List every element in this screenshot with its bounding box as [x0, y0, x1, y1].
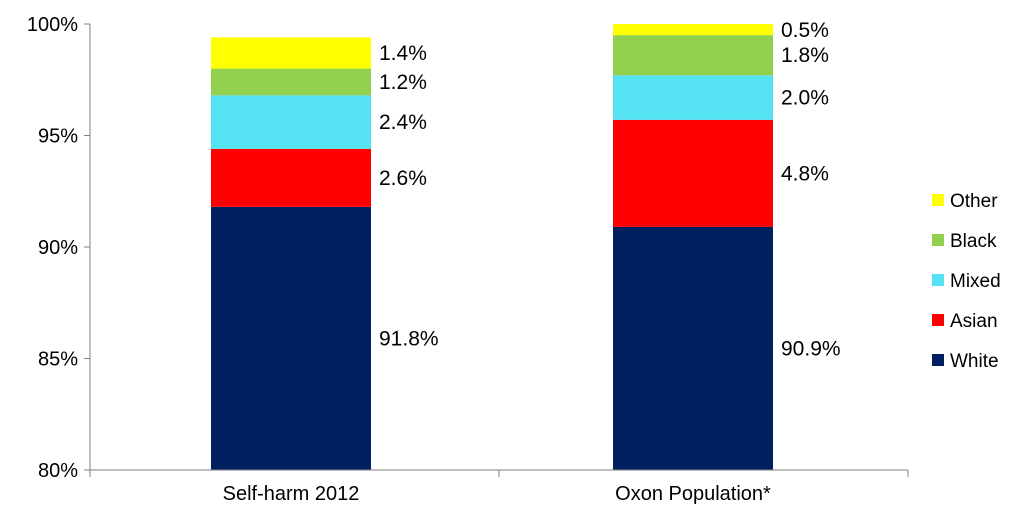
data-label-white-1: 91.8%	[379, 327, 439, 350]
data-label-asian-2: 4.8%	[781, 162, 829, 185]
data-label-white-2: 90.9%	[781, 337, 841, 360]
bar-segment-asian-2	[613, 119, 773, 227]
bar-segment-white-1	[211, 206, 371, 471]
bar-segment-black-2	[613, 35, 773, 76]
bar-segment-mixed-1	[211, 95, 371, 149]
data-label-other-1: 1.4%	[379, 42, 427, 65]
bar-segment-other-1	[211, 37, 371, 69]
legend-label-white: White	[950, 351, 999, 372]
legend-swatch-asian	[932, 314, 944, 326]
legend-swatch-mixed	[932, 274, 944, 286]
bar-segment-white-2	[613, 226, 773, 470]
data-label-black-1: 1.2%	[379, 71, 427, 94]
data-label-mixed-2: 2.0%	[781, 87, 829, 110]
legend-swatch-other	[932, 194, 944, 206]
data-labels-layer: 91.8% 2.6% 2.4% 1.2% 1.4% 90.9% 4.8% 2.0% 1.8%0.…	[379, 19, 841, 360]
legend: Other Black Mixed Asian White	[932, 191, 1001, 372]
y-tick-label: 90%	[38, 237, 78, 259]
x-category-label: Oxon Population*	[615, 483, 771, 505]
legend-label-black: Black	[950, 231, 997, 252]
x-category-label: Self-harm 2012	[223, 483, 360, 505]
data-label-asian-1: 2.6%	[379, 167, 427, 190]
bar-segment-black-1	[211, 68, 371, 96]
data-label-mixed-1: 2.4%	[379, 111, 427, 134]
bars-layer	[211, 24, 773, 471]
legend-swatch-black	[932, 234, 944, 246]
legend-label-asian: Asian	[950, 311, 998, 332]
legend-label-other: Other	[950, 191, 998, 212]
y-tick-label: 100%	[27, 14, 78, 36]
data-label-other-2: 0.5%	[781, 19, 829, 42]
legend-swatch-white	[932, 354, 944, 366]
axes-layer: 80% 85% 90% 95% 100% Self-harm 2012 Oxon Popul…	[27, 14, 909, 505]
bar-segment-asian-1	[211, 148, 371, 207]
y-tick-label: 85%	[38, 349, 78, 371]
legend-label-mixed: Mixed	[950, 271, 1001, 292]
bar-segment-other-2	[613, 24, 773, 36]
data-label-black-2: 1.8%	[781, 44, 829, 67]
bar-segment-mixed-2	[613, 75, 773, 120]
y-tick-label: 80%	[38, 460, 78, 482]
y-tick-label: 95%	[38, 126, 78, 148]
